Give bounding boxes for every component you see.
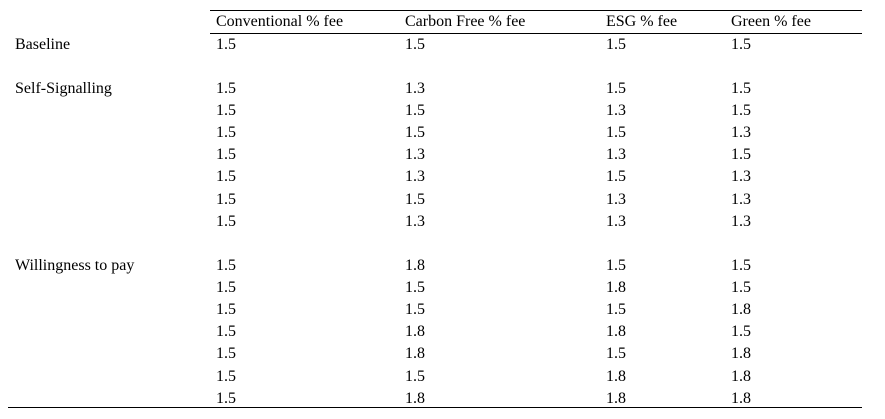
cell-green: 1.5: [731, 36, 751, 53]
cell-conventional: 1.5: [216, 257, 236, 274]
cell-green: 1.3: [731, 168, 751, 186]
cell-carbon-free: 1.3: [405, 80, 425, 97]
cell-conventional: 1.5: [216, 168, 236, 186]
header-esg: ESG % fee: [606, 13, 678, 30]
cell-conventional: 1.5: [216, 124, 236, 142]
cell-conventional: 1.5: [216, 80, 236, 97]
cell-green: 1.3: [731, 190, 751, 208]
cell-carbon-free: 1.3: [405, 212, 425, 230]
cell-esg: 1.5: [606, 301, 626, 319]
cell-green: 1.5: [731, 279, 751, 297]
cell-esg: 1.8: [606, 389, 626, 407]
cell-carbon-free: 1.8: [405, 345, 425, 363]
cell-esg: 1.8: [606, 279, 626, 297]
cell-conventional: 1.5: [216, 146, 236, 164]
cell-esg: 1.3: [606, 146, 626, 164]
cell-conventional: 1.5: [216, 301, 236, 319]
cell-green: 1.8: [731, 345, 751, 363]
group-label: Self-Signalling: [15, 80, 112, 97]
cell-carbon-free: 1.5: [405, 124, 425, 142]
cell-conventional: 1.5: [216, 279, 236, 297]
cell-green: 1.5: [731, 146, 751, 164]
cell-carbon-free: 1.8: [405, 257, 425, 274]
cell-carbon-free: 1.3: [405, 146, 425, 164]
cell-green: 1.5: [731, 80, 751, 97]
cell-esg: 1.5: [606, 36, 626, 53]
cell-carbon-free: 1.3: [405, 168, 425, 186]
cell-esg: 1.3: [606, 212, 626, 230]
cell-esg: 1.3: [606, 190, 626, 208]
cell-conventional: 1.5: [216, 345, 236, 363]
cell-carbon-free: 1.5: [405, 102, 425, 120]
cell-green: 1.8: [731, 389, 751, 407]
cell-conventional: 1.5: [216, 36, 236, 53]
cell-green: 1.8: [731, 301, 751, 319]
cell-green: 1.5: [731, 102, 751, 120]
cell-esg: 1.8: [606, 323, 626, 341]
cell-green: 1.3: [731, 212, 751, 230]
cell-esg: 1.5: [606, 124, 626, 142]
cell-conventional: 1.5: [216, 389, 236, 407]
group-label: Willingness to pay: [15, 257, 135, 274]
cell-conventional: 1.5: [216, 102, 236, 120]
header-green: Green % fee: [731, 13, 811, 30]
cell-green: 1.3: [731, 124, 751, 142]
cell-esg: 1.8: [606, 367, 626, 385]
group-label: Baseline: [15, 36, 71, 53]
cell-carbon-free: 1.5: [405, 279, 425, 297]
cell-esg: 1.5: [606, 168, 626, 186]
cell-carbon-free: 1.5: [405, 190, 425, 208]
cell-esg: 1.3: [606, 102, 626, 120]
cell-esg: 1.5: [606, 80, 626, 97]
cell-green: 1.5: [731, 257, 751, 274]
cell-carbon-free: 1.5: [405, 367, 425, 385]
table-top-rule: [210, 10, 862, 11]
cell-green: 1.5: [731, 323, 751, 341]
cell-carbon-free: 1.5: [405, 301, 425, 319]
cell-carbon-free: 1.5: [405, 36, 425, 53]
cell-esg: 1.5: [606, 345, 626, 363]
cell-carbon-free: 1.8: [405, 389, 425, 407]
header-bottom-rule: [210, 33, 862, 34]
cell-conventional: 1.5: [216, 212, 236, 230]
header-carbon-free: Carbon Free % fee: [405, 13, 526, 30]
cell-green: 1.8: [731, 367, 751, 385]
table-bottom-rule: [8, 407, 862, 408]
cell-conventional: 1.5: [216, 190, 236, 208]
cell-esg: 1.5: [606, 257, 626, 274]
cell-conventional: 1.5: [216, 367, 236, 385]
header-conventional: Conventional % fee: [216, 13, 344, 30]
cell-carbon-free: 1.8: [405, 323, 425, 341]
cell-conventional: 1.5: [216, 323, 236, 341]
